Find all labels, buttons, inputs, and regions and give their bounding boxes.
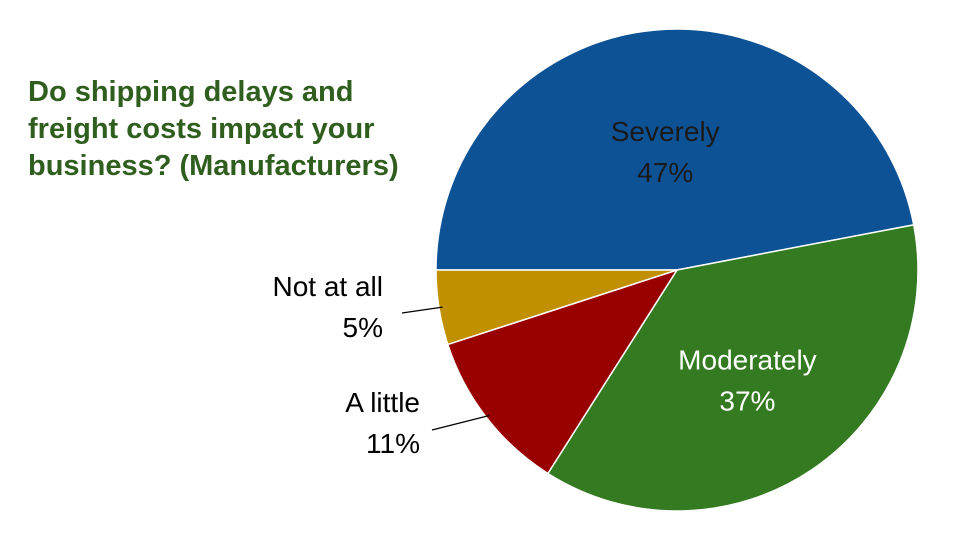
leader-lines [401, 306, 490, 431]
pie-slice-moderately [546, 223, 919, 512]
pie-slices [435, 28, 919, 512]
slice-value-a-little: 11% [366, 428, 420, 459]
leader-line-a-little [431, 414, 490, 431]
chart-title-line-1: Do shipping delays and [28, 76, 354, 108]
slice-label-a-little: A little [345, 387, 420, 418]
slice-value-moderately: 37% [719, 386, 775, 417]
slice-label-severely: Severely [611, 116, 720, 147]
chart-title-line-2: freight costs impact your [28, 113, 375, 145]
pie-slice-severely [435, 28, 915, 271]
slice-labels: Severely 47% Moderately 37% A little 11% Not a… [273, 116, 817, 459]
chart-title: Do shipping delays and freight costs imp… [28, 74, 418, 185]
slice-label-not-at-all: Not at all [273, 271, 384, 302]
leader-line-not-at-all [401, 306, 443, 314]
slice-value-severely: 47% [637, 157, 693, 188]
slice-value-not-at-all: 5% [343, 312, 383, 343]
slice-label-moderately: Moderately [678, 345, 817, 376]
pie-slice-a-little [446, 268, 679, 475]
chart-title-line-3: business? (Manufacturers) [28, 150, 399, 182]
